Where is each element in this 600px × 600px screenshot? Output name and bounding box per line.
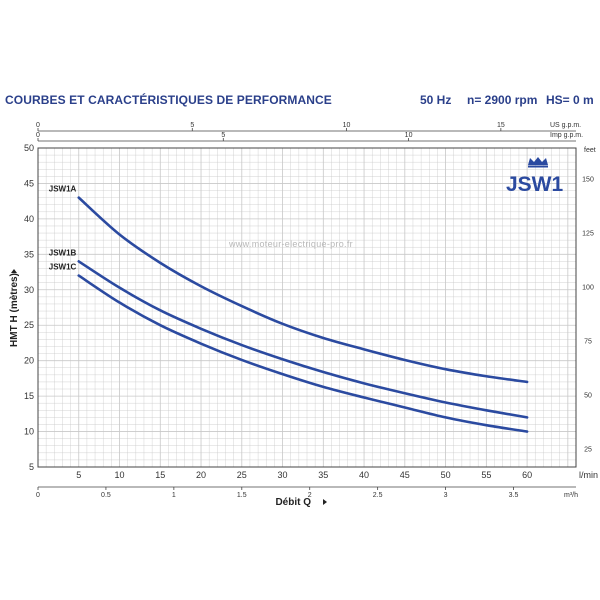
- series-line-jsw1c: [77, 274, 529, 433]
- y-axis-arrow-icon: [11, 269, 17, 273]
- series-line-jsw1b: [77, 260, 529, 419]
- x-tick-label: 55: [481, 470, 491, 480]
- m3h-tick-label: 0.5: [101, 492, 111, 499]
- x-tick-label: 45: [400, 470, 410, 480]
- chart-labels: JSW1A JSW1B JSW1C: [49, 185, 77, 272]
- page-title: COURBES ET CARACTÉRISTIQUES DE PERFORMAN…: [5, 93, 332, 107]
- feet-tick-label: 100: [582, 284, 594, 291]
- plot-frame: [37, 147, 577, 468]
- y-axis-title: HMT H (mètres): [9, 273, 20, 347]
- series-line-jsw1a: [77, 196, 529, 384]
- y-tick-label: 10: [24, 427, 34, 437]
- hs-spec: HS= 0 m: [546, 93, 594, 107]
- x-tick-label: 60: [522, 470, 532, 480]
- m3h-tick-label: 1: [172, 492, 176, 499]
- x-tick-label: 10: [115, 470, 125, 480]
- x-unit-label: l/min: [579, 470, 598, 480]
- imp-gpm-unit-label: Imp g.p.m.: [550, 132, 583, 139]
- m3h-tick-label: 0: [36, 492, 40, 499]
- imp-gpm-tick-label: 5: [221, 132, 225, 139]
- x-tick-label: 35: [318, 470, 328, 480]
- m3h-tick-label: 2: [308, 492, 312, 499]
- m3h-tick-label: 1.5: [237, 492, 247, 499]
- imp-gpm-tick-label: 0: [36, 132, 40, 139]
- us-gpm-tick-label: 0: [36, 122, 40, 129]
- feet-tick-label: 125: [582, 230, 594, 237]
- feet-tick-label: 25: [584, 446, 592, 453]
- us-gpm-tick-label: 10: [343, 122, 351, 129]
- brand-model: JSW1: [506, 173, 564, 196]
- feet-tick-label: 150: [582, 176, 594, 183]
- feet-unit-label: feet: [584, 147, 596, 154]
- feet-tick-label: 50: [584, 392, 592, 399]
- m3h-tick-label: 3.5: [509, 492, 519, 499]
- x-tick-label: 20: [196, 470, 206, 480]
- chart-grid: [37, 147, 577, 468]
- us-gpm-tick-label: 15: [497, 122, 505, 129]
- chart-series: [77, 196, 529, 433]
- imp-gpm-tick-label: 10: [405, 132, 413, 139]
- x-tick-label: 50: [441, 470, 451, 480]
- y-tick-label: 15: [24, 391, 34, 401]
- x-tick-label: 15: [155, 470, 165, 480]
- x-tick-label: 25: [237, 470, 247, 480]
- x-tick-label: 5: [76, 470, 81, 480]
- x-axis-title: Débit Q: [275, 497, 311, 508]
- chart-header: COURBES ET CARACTÉRISTIQUES DE PERFORMAN…: [0, 0, 600, 120]
- m3h-tick-label: 2.5: [373, 492, 383, 499]
- x-tick-label: 40: [359, 470, 369, 480]
- x-tick-label: 30: [278, 470, 288, 480]
- y-tick-label: 45: [24, 178, 34, 188]
- series-label-jsw1a: JSW1A: [49, 185, 77, 194]
- y-tick-label: 20: [24, 356, 34, 366]
- us-gpm-tick-label: 5: [190, 122, 194, 129]
- y-tick-label: 50: [24, 143, 34, 153]
- m3h-unit-label: m³/h: [564, 492, 578, 499]
- feet-tick-label: 75: [584, 338, 592, 345]
- series-label-jsw1b: JSW1B: [49, 248, 77, 257]
- speed-spec: n= 2900 rpm: [467, 93, 538, 107]
- y-tick-label: 25: [24, 320, 34, 330]
- series-label-jsw1c: JSW1C: [49, 263, 77, 272]
- x-axis-arrow-icon: [323, 499, 327, 505]
- m3h-tick-label: 3: [444, 492, 448, 499]
- chart-axes: 5 10 15 20 25 30 35 40 45 50 55 60 l/min510152025303…: [24, 122, 598, 499]
- y-tick-label: 5: [29, 462, 34, 472]
- us-gpm-unit-label: US g.p.m.: [550, 122, 581, 129]
- frequency-spec: 50 Hz: [420, 93, 452, 107]
- y-tick-label: 30: [24, 285, 34, 295]
- y-tick-label: 40: [24, 214, 34, 224]
- watermark-text: www.moteur-electrique-pro.fr: [228, 239, 353, 249]
- y-tick-label: 35: [24, 249, 34, 259]
- crown-icon: [528, 157, 548, 168]
